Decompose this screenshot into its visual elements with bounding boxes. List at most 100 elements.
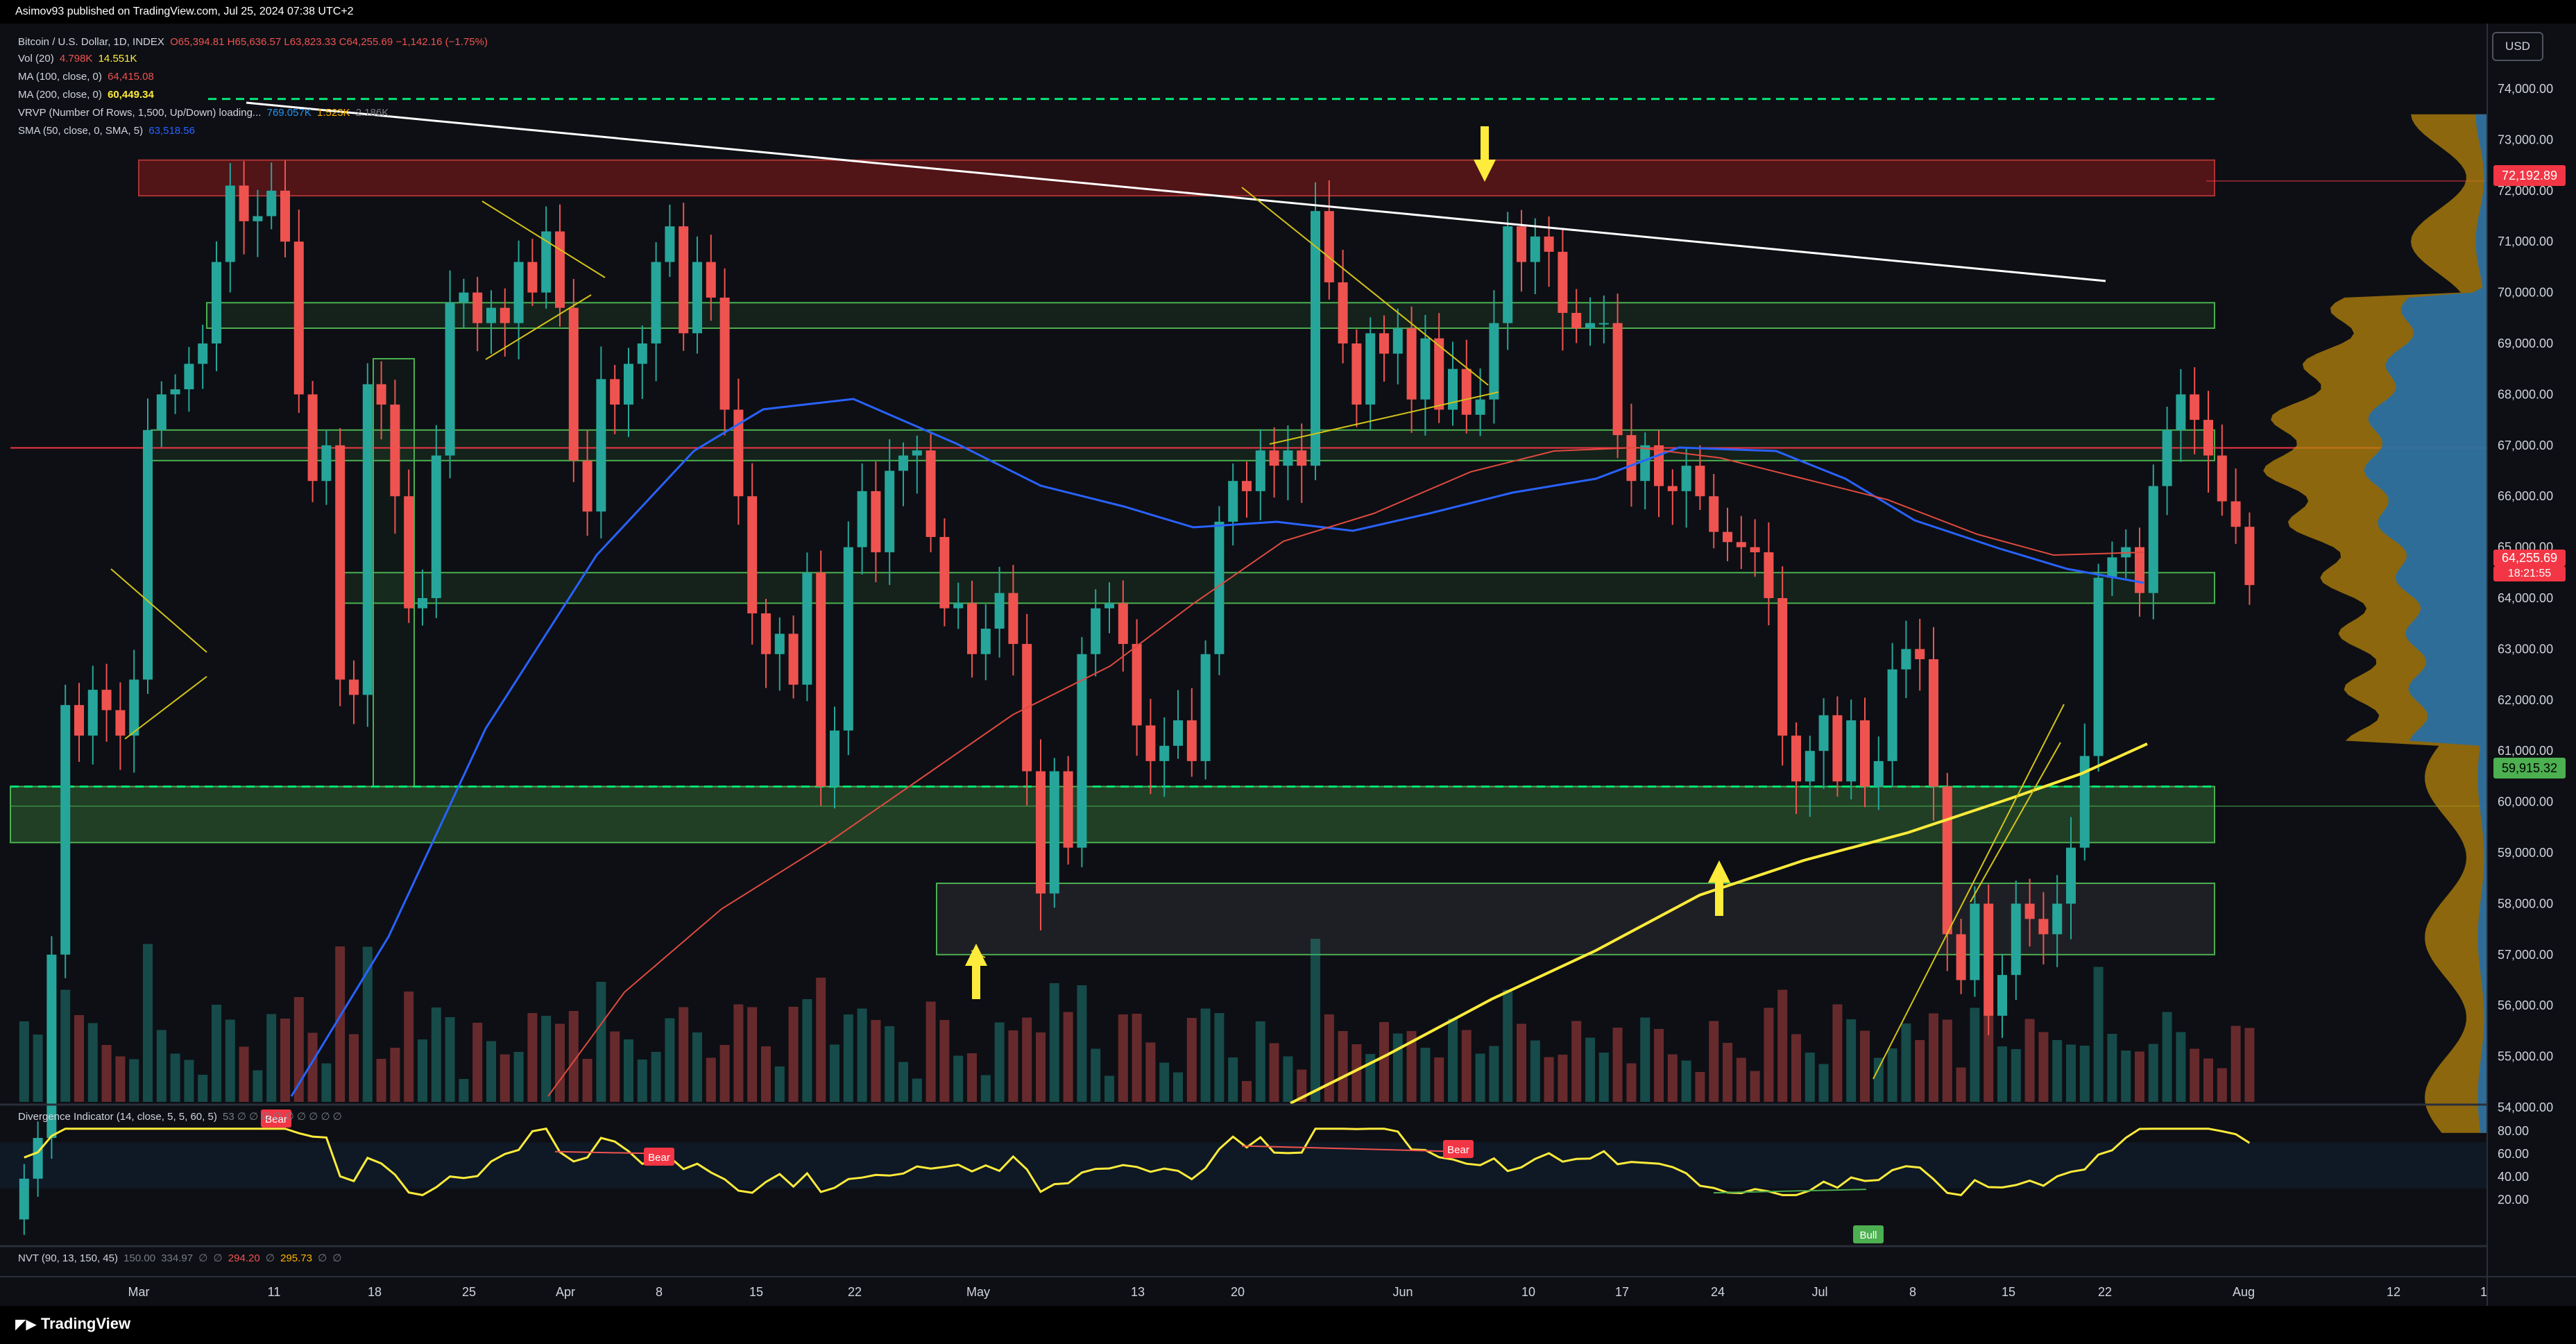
bull-label-bg <box>1853 1225 1884 1243</box>
candle-body <box>1503 226 1513 323</box>
volume-bar <box>1791 1034 1801 1102</box>
price-tick-label: 55,000.00 <box>2498 1050 2553 1064</box>
volume-bar <box>156 1030 167 1102</box>
candle-body <box>2176 394 2186 430</box>
candle-body <box>994 593 1005 629</box>
volume-bar <box>2038 1032 2049 1102</box>
vrvp-label: VRVP (Number Of Rows, 1,500, Up/Down) lo… <box>18 107 262 119</box>
candle-body <box>362 384 373 695</box>
volume-bar <box>692 1032 702 1102</box>
price-tick-label: 67,000.00 <box>2498 439 2553 452</box>
candle-body <box>1379 333 1389 354</box>
volume-bar <box>445 1017 455 1102</box>
volume-bar <box>170 1053 180 1102</box>
volume-bar <box>980 1075 991 1102</box>
volume-bar <box>1379 1022 1389 1102</box>
candle-body <box>60 705 71 955</box>
volume-bar <box>1311 939 1320 1102</box>
candle-body <box>1214 521 1225 654</box>
divergence-label: Divergence Indicator (14, close, 5, 5, 6… <box>18 1111 217 1123</box>
candle-body <box>87 690 98 736</box>
time-label: 20 <box>1231 1285 1245 1299</box>
price-tick-label: 72,000.00 <box>2498 184 2553 198</box>
candle-body <box>706 262 716 298</box>
candle-body <box>513 262 524 323</box>
bear-label: Bear <box>261 1109 291 1128</box>
volume-bar <box>939 1020 950 1102</box>
volume-bar <box>1132 1014 1142 1102</box>
candle-body <box>1145 725 1156 761</box>
volume-bar <box>2217 1068 2227 1102</box>
volume-bar <box>624 1039 633 1102</box>
candle-body <box>1984 903 1994 1016</box>
volume-bar <box>2162 1012 2172 1102</box>
tradingview-icon: ◤▶ <box>15 1317 37 1332</box>
sma-label: SMA (50, close, 0, SMA, 5) <box>18 125 144 137</box>
volume-bar <box>1667 1054 1678 1102</box>
candle-body <box>2093 577 2104 756</box>
candle-body <box>1283 450 1293 466</box>
volume-bar <box>912 1078 922 1102</box>
candle-body <box>376 384 386 405</box>
divergence-values: 53 ∅ ∅ ∅ ∅ ∅ ∅ ∅ ∅ ∅ <box>223 1111 342 1123</box>
bear-label-bg <box>1443 1140 1474 1158</box>
nvt-value-1: 150.00 <box>123 1252 156 1264</box>
candle-body <box>1640 445 1650 482</box>
volume-bar <box>500 1054 510 1102</box>
volume-bar <box>1736 1057 1746 1102</box>
candle-body <box>2052 903 2063 935</box>
volume-bar <box>2024 1019 2035 1102</box>
down-arrow-icon <box>1474 126 1496 182</box>
candle-body <box>1695 466 1705 497</box>
support-resistance-zones <box>10 159 2215 955</box>
vol-label: Vol (20) <box>18 53 54 65</box>
candle-body <box>1420 338 1431 400</box>
nvt-value-3: ∅ <box>198 1252 208 1264</box>
candle-body <box>1723 531 1732 543</box>
volume-bar <box>143 944 153 1102</box>
currency-button[interactable]: USD <box>2492 32 2543 61</box>
volume-bar <box>87 1023 98 1102</box>
candle-body <box>349 679 359 695</box>
candle-body <box>2079 756 2090 848</box>
time-label: 22 <box>848 1285 862 1299</box>
volume-bar <box>568 1011 579 1102</box>
ma200-price-badge: 59,915.32 <box>2493 758 2566 779</box>
tradingview-logo[interactable]: ◤▶ TradingView <box>15 1315 130 1333</box>
candle-body <box>885 470 895 552</box>
candle-body <box>1351 343 1362 405</box>
time-label: 13 <box>1131 1285 1145 1299</box>
trend-line <box>1873 704 2065 1080</box>
price-tick-label: 66,000.00 <box>2498 489 2553 503</box>
arrow-shaft <box>1715 881 1723 916</box>
volume-bar <box>1118 1014 1128 1102</box>
candle-body <box>582 460 592 512</box>
volume-bar <box>953 1055 964 1102</box>
candle-body <box>1063 771 1073 848</box>
volume-bar <box>843 1014 853 1102</box>
volume-bar <box>1984 1009 1994 1102</box>
vol-value-1: 4.798K <box>59 53 93 65</box>
candle-body <box>1667 486 1678 491</box>
candle-body <box>1544 236 1554 252</box>
support-zone <box>206 302 2215 329</box>
volume-bar <box>1860 1030 1870 1102</box>
volume-bar <box>1873 1057 1884 1102</box>
candle-body <box>2217 455 2227 502</box>
volume-bar <box>1091 1048 1101 1102</box>
volume-bar <box>1970 1007 1980 1102</box>
arrow-head <box>1708 860 1730 883</box>
legend-volume-row: Vol (20) 4.798K 14.551K <box>18 53 139 65</box>
volume-profile <box>2263 114 2487 1133</box>
candle-body <box>1571 312 1582 328</box>
candle-body <box>1558 251 1568 313</box>
candle-body <box>1832 715 1843 782</box>
volume-bar <box>1324 1014 1334 1102</box>
candle-body <box>2107 557 2117 578</box>
bull-divergence-line <box>1713 1189 1867 1194</box>
candle-body <box>2162 429 2172 486</box>
volume-bar <box>184 1060 194 1102</box>
candle-body <box>1392 328 1403 354</box>
nvt-value-6: ∅ <box>265 1252 275 1264</box>
